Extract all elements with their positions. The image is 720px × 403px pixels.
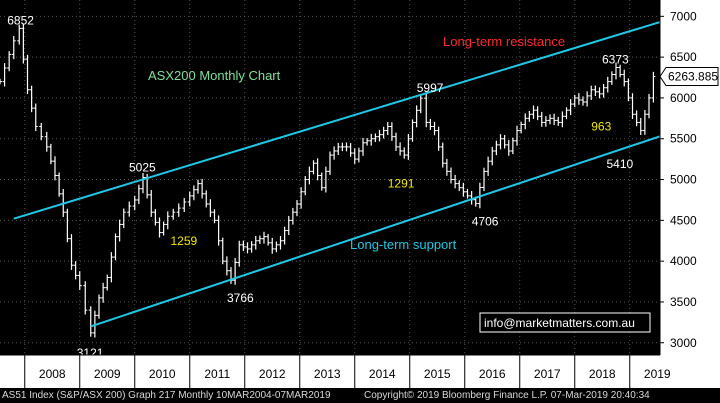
x-tick-label: 2015 bbox=[424, 367, 451, 381]
annotation-layer: 6852312150251259376659971291470663739635… bbox=[7, 13, 633, 359]
annotation-label: 6373 bbox=[602, 52, 629, 66]
footer-bar: AS51 Index (S&P/ASX 200) Graph 217 Month… bbox=[0, 388, 720, 403]
y-tick-label: 4000 bbox=[670, 254, 697, 268]
last-price-label: 6263.885 bbox=[668, 69, 718, 83]
annotation-label: 3766 bbox=[227, 291, 254, 305]
annotation-label: 5997 bbox=[417, 81, 444, 95]
x-tick-label: 2019 bbox=[644, 367, 671, 381]
text-labels: ASX200 Monthly Chart Long-term resistanc… bbox=[148, 34, 565, 252]
annotation-label: 5410 bbox=[607, 157, 634, 171]
annotation-label: 963 bbox=[591, 120, 611, 134]
x-tick-label: 2016 bbox=[479, 367, 506, 381]
price-series bbox=[0, 23, 656, 338]
x-axis-panel bbox=[0, 355, 660, 388]
y-tick-label: 7000 bbox=[670, 9, 697, 23]
y-tick-label: 3000 bbox=[670, 336, 697, 350]
website-link: info@marketmatters.com.au bbox=[484, 316, 635, 330]
annotation-label: 4706 bbox=[472, 215, 499, 229]
x-tick-label: 2013 bbox=[314, 367, 341, 381]
y-tick-label: 6000 bbox=[670, 91, 697, 105]
resistance-trendline bbox=[13, 21, 661, 220]
price-chart: 6852312150251259376659971291470663739635… bbox=[0, 0, 720, 388]
annotation-label: 6852 bbox=[7, 13, 34, 27]
x-tick-label: 2012 bbox=[259, 367, 286, 381]
last-price-tag bbox=[659, 66, 719, 86]
x-tick-label: 2017 bbox=[534, 367, 561, 381]
y-tick-label: 4500 bbox=[670, 213, 697, 227]
x-tick-label: 2011 bbox=[204, 367, 230, 381]
footer-copyright: Copyright© 2019 Bloomberg Finance L.P. 0… bbox=[364, 390, 650, 401]
x-tick-label: 2008 bbox=[39, 367, 66, 381]
y-tick-label: 5500 bbox=[670, 132, 697, 146]
x-tick-label: 2009 bbox=[94, 367, 121, 381]
footer-source: AS51 Index (S&P/ASX 200) Graph 217 Month… bbox=[2, 390, 331, 401]
x-tick-label: 2014 bbox=[369, 367, 396, 381]
trendline-layer bbox=[13, 21, 661, 328]
support-trendline bbox=[90, 135, 661, 328]
annotation-label: 5025 bbox=[129, 161, 156, 175]
annotation-label: 1291 bbox=[388, 177, 415, 191]
website-box: info@marketmatters.com.au bbox=[479, 312, 651, 333]
x-tick-label: 2010 bbox=[149, 367, 176, 381]
chart-title: ASX200 Monthly Chart bbox=[148, 68, 281, 83]
y-tick-label: 6500 bbox=[670, 50, 697, 64]
y-axis-panel bbox=[660, 0, 720, 388]
x-axis: 2008 2009 2010 2011 2012 2013 2014 2015 2016 2017… bbox=[0, 354, 671, 388]
y-tick-label: 5000 bbox=[670, 173, 697, 187]
support-label: Long-term support bbox=[350, 237, 457, 252]
y-axis: 3000 3500 4000 4500 5000 5500 6000 6500 7000 6263… bbox=[659, 0, 720, 388]
resistance-label: Long-term resistance bbox=[443, 34, 565, 49]
x-tick-label: 2018 bbox=[589, 367, 616, 381]
annotation-label: 1259 bbox=[171, 234, 198, 248]
y-tick-label: 3500 bbox=[670, 295, 697, 309]
